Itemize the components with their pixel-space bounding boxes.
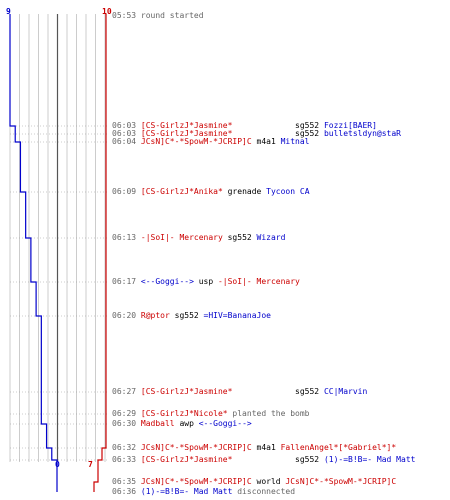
event-text: sg552 (222, 233, 257, 242)
event-row: 06:20 R@ptor sg552 =HIV=BananaJoe (112, 312, 271, 320)
event-row: 06:17 <--Goggi--> usp -|SoI|- Mercenary (112, 278, 300, 286)
event-text: -|SoI|- Mercenary (217, 277, 300, 286)
event-text: [CS-GirlzJ*Jasmine* (140, 129, 233, 138)
event-text: [CS-GirlzJ*Jasmine* (140, 121, 233, 130)
event-row: 06:36 (1)-=B!B=- Mad Matt disconnected (112, 488, 295, 496)
event-text: JCsN]C*-*SpowM-*JCRIP]C (285, 477, 397, 486)
right-team-score-line (93, 14, 107, 492)
event-text: [CS-GirlzJ*Nicole* (140, 409, 228, 418)
event-text: JCsN]C*-*SpowM-*JCRIP]C (140, 137, 252, 146)
event-time: 06:35 (112, 477, 141, 486)
event-text: JCsN]C*-*SpowM-*JCRIP]C (140, 477, 252, 486)
event-text: grenade (222, 187, 267, 196)
event-row: 06:13 -|SoI|- Mercenary sg552 Wizard (112, 234, 285, 242)
event-time: 06:17 (112, 277, 141, 286)
event-text: bulletsldyn@staR (323, 129, 401, 138)
event-text: m4a1 (251, 137, 281, 146)
event-text: -|SoI|- Mercenary (140, 233, 223, 242)
event-row: 06:29 [CS-GirlzJ*Nicole* planted the bom… (112, 410, 310, 418)
event-text: sg552 (232, 129, 324, 138)
event-text: [CS-GirlzJ*Anika* (140, 187, 223, 196)
event-time: 05:53 (112, 11, 141, 20)
event-text: (1)-=B!B=- Mad Matt (323, 455, 416, 464)
event-row: 05:53 round started (112, 12, 204, 20)
event-text: Tycoon CA (266, 187, 310, 196)
event-text: [CS-GirlzJ*Jasmine* (140, 387, 233, 396)
event-text: =HIV=BananaJoe (203, 311, 271, 320)
event-time: 06:27 (112, 387, 141, 396)
left-team-score-line (9, 14, 58, 492)
event-text: awp (174, 419, 199, 428)
left-team-end-score: 0 (55, 460, 60, 469)
event-text: <--Goggi--> (140, 277, 194, 286)
event-row: 06:04 JCsN]C*-*SpowM-*JCRIP]C m4a1 Mitna… (112, 138, 310, 146)
score-chart (9, 14, 108, 492)
left-team-start-score: 9 (6, 7, 11, 16)
event-text: disconnected (232, 487, 296, 496)
event-time: 06:30 (112, 419, 141, 428)
event-row: 06:32 JCsN]C*-*SpowM-*JCRIP]C m4a1 Falle… (112, 444, 396, 452)
event-text: Wizard (256, 233, 286, 242)
event-row: 06:03 [CS-GirlzJ*Jasmine* sg552 Fozzi[BA… (112, 122, 377, 130)
event-text: Fozzi[BAER] (323, 121, 377, 130)
event-text: world (251, 477, 286, 486)
event-row: 06:27 [CS-GirlzJ*Jasmine* sg552 CC|Marvi… (112, 388, 367, 396)
event-text: sg552 (232, 387, 324, 396)
event-text: Mitnal (280, 137, 310, 146)
event-time: 06:29 (112, 409, 141, 418)
event-row: 06:33 [CS-GirlzJ*Jasmine* sg552 (1)-=B!B… (112, 456, 415, 464)
event-text: sg552 (169, 311, 204, 320)
event-text: sg552 (232, 121, 324, 130)
event-text: m4a1 (251, 443, 281, 452)
event-time: 06:13 (112, 233, 141, 242)
event-time: 06:04 (112, 137, 141, 146)
event-time: 06:20 (112, 311, 141, 320)
event-time: 06:03 (112, 121, 141, 130)
event-text: round started (140, 11, 204, 20)
event-time: 06:03 (112, 129, 141, 138)
event-text: CC|Marvin (323, 387, 368, 396)
event-time: 06:32 (112, 443, 141, 452)
event-row: 06:30 Madball awp <--Goggi--> (112, 420, 252, 428)
right-team-end-score: 7 (88, 460, 93, 469)
event-text: FallenAngel*[*Gabriel*]* (280, 443, 397, 452)
event-row: 06:35 JCsN]C*-*SpowM-*JCRIP]C world JCsN… (112, 478, 396, 486)
event-text: sg552 (232, 455, 324, 464)
event-time: 06:09 (112, 187, 141, 196)
event-text: JCsN]C*-*SpowM-*JCRIP]C (140, 443, 252, 452)
event-text: planted the bomb (227, 409, 310, 418)
event-row: 06:09 [CS-GirlzJ*Anika* grenade Tycoon C… (112, 188, 310, 196)
event-time: 06:33 (112, 455, 141, 464)
event-row: 06:03 [CS-GirlzJ*Jasmine* sg552 bulletsl… (112, 130, 401, 138)
event-text: usp (193, 277, 218, 286)
right-team-start-score: 10 (102, 7, 112, 16)
event-text: Madball (140, 419, 175, 428)
event-text: R@ptor (140, 311, 170, 320)
event-text: [CS-GirlzJ*Jasmine* (140, 455, 233, 464)
event-text: <--Goggi--> (198, 419, 252, 428)
event-text: (1)-=B!B=- Mad Matt (140, 487, 233, 496)
event-time: 06:36 (112, 487, 141, 496)
